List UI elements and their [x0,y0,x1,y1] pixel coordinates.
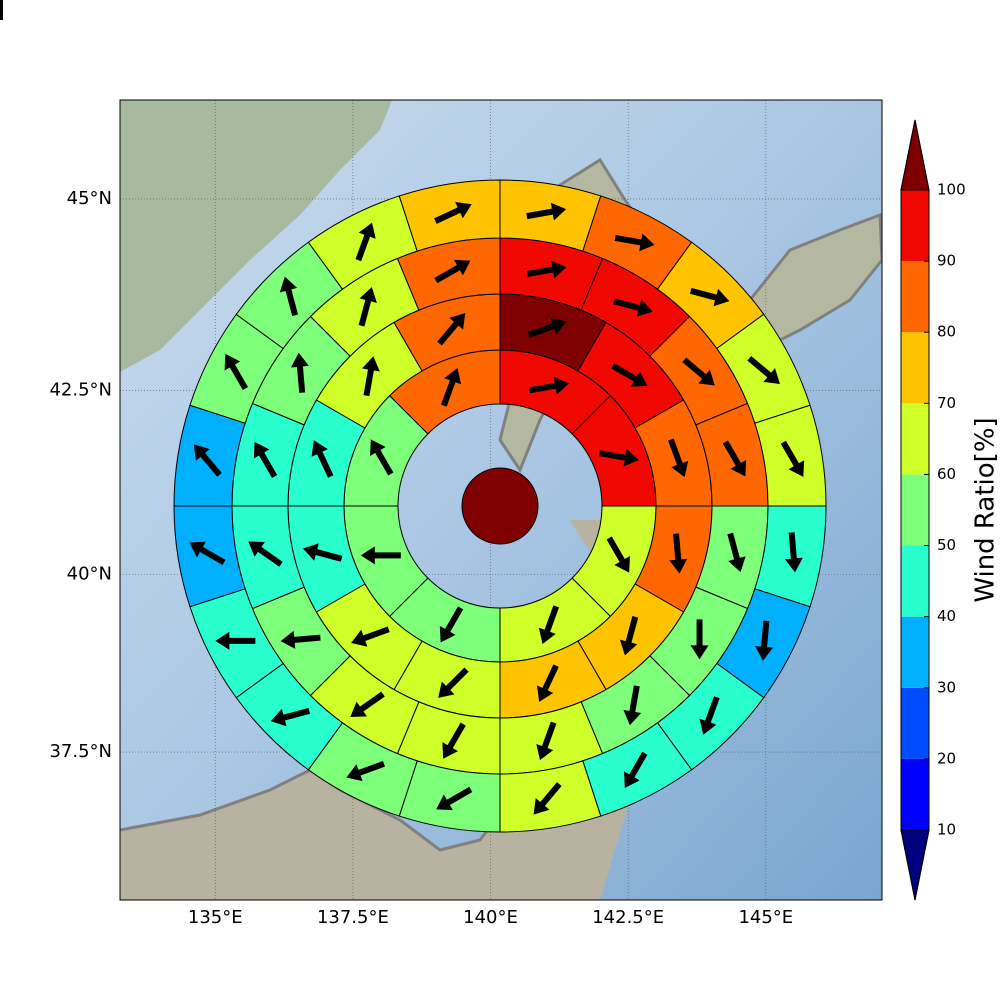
wind-arrow [533,782,562,815]
wind-arrow [362,356,380,397]
wind-arrow [270,707,311,727]
colorbar-tick-label: 70 [937,394,956,412]
wind-arrow [248,541,283,567]
wind-arrow [619,616,639,656]
wind-arrow [215,631,256,650]
wind-arrow [614,233,655,252]
wind-arrow [355,222,376,262]
wind-arrow [370,439,394,476]
wind-arrow [0,0,3,20]
wind-arrow [434,259,471,284]
axis-labels: 135°E 137.5°E 140°E 142.5°E 145°E 45°N 42.5°N 4… [49,188,793,928]
x-tick-label: 142.5°E [592,907,664,928]
x-tick-label: 137.5°E [317,907,389,928]
wind-arrow [727,532,746,573]
wind-arrow [538,605,560,644]
colorbar-bin [901,474,929,546]
wind-arrow [669,533,688,574]
land [120,100,392,372]
colorbar-tick-label: 100 [937,181,966,199]
wind-arrow [747,356,780,385]
colorbar-tick-label: 90 [937,252,956,270]
colorbar-tick-label: 20 [937,749,956,767]
colorbar-extend [900,119,930,191]
wind-arrow [699,696,720,735]
colorbar-bin [901,687,929,759]
wind-arrow [350,691,385,718]
y-tick-label: 42.5°N [49,380,112,401]
wind-arrow [623,685,642,726]
wind-arrow [351,626,390,647]
wind-arrow [780,440,805,477]
x-tick-label: 140°E [463,907,518,928]
y-tick-label: 37.5°N [49,741,112,762]
wind-arrow [437,312,466,346]
wind-arrow [611,363,648,387]
colorbar-tick-label: 80 [937,323,956,341]
wind-arrow [526,260,567,279]
colorbar-tick-label: 60 [937,465,956,483]
wind-arrow [690,619,709,660]
colorbar-tick-label: 40 [937,607,956,625]
wind-arrow [439,606,464,643]
wind-arrow [668,438,689,478]
wind-arrow [253,441,278,478]
colorbar-bin [901,758,929,830]
wind-arrow [682,357,715,386]
wind-arrow [527,317,567,338]
colorbar-bin [901,261,929,333]
wind-arrow [536,721,557,761]
colorbar-bin [901,190,929,262]
wind-ratio-plot [0,0,827,833]
y-tick-label: 40°N [67,564,112,585]
wind-arrow [613,298,653,317]
wind-arrow [526,202,567,221]
colorbar-tick-label: 30 [937,678,956,696]
wind-arrow [689,287,730,307]
wind-arrow [279,276,299,317]
x-tick-label: 145°E [738,907,793,928]
wind-arrow [440,368,462,407]
wind-arrow [434,201,472,224]
colorbar-bin [901,616,929,688]
wind-arrow [722,440,747,477]
map-frame [119,99,883,901]
colorbar: 10 20 30 40 50 60 70 80 90 100 Wind Ratio[%] [900,119,1000,901]
wind-arrow [193,444,222,477]
wind-arrow [224,353,248,390]
y-tick-label: 45°N [67,188,112,209]
wind-arrow [529,376,570,395]
colorbar-tick-label: 10 [937,821,956,839]
x-tick-label: 135°E [188,907,243,928]
wind-arrow [598,448,639,467]
colorbar-label: Wind Ratio[%] [971,417,1000,602]
colorbar-extend [900,829,930,901]
wind-arrow [311,440,334,478]
center-cell [461,467,539,545]
wind-arrow [280,630,321,649]
wind-arrow [358,287,377,327]
wind-arrow [536,664,559,702]
colorbar-bin [901,545,929,617]
wind-arrow [755,620,774,661]
wind-arrow [606,536,630,573]
wind-arrow [624,751,648,788]
wind-arrow [346,760,385,782]
colorbar-bin [901,403,929,475]
wind-arrow [438,667,469,698]
wind-arrow [784,532,803,573]
wind-arrow [302,543,343,562]
colorbar-bin [901,332,929,404]
wind-arrow [442,722,466,759]
wind-arrow [436,786,473,811]
wind-arrow [360,546,401,565]
colorbar-tick-label: 50 [937,536,956,554]
wind-arrow [290,352,309,393]
wind-arrow [189,541,226,566]
